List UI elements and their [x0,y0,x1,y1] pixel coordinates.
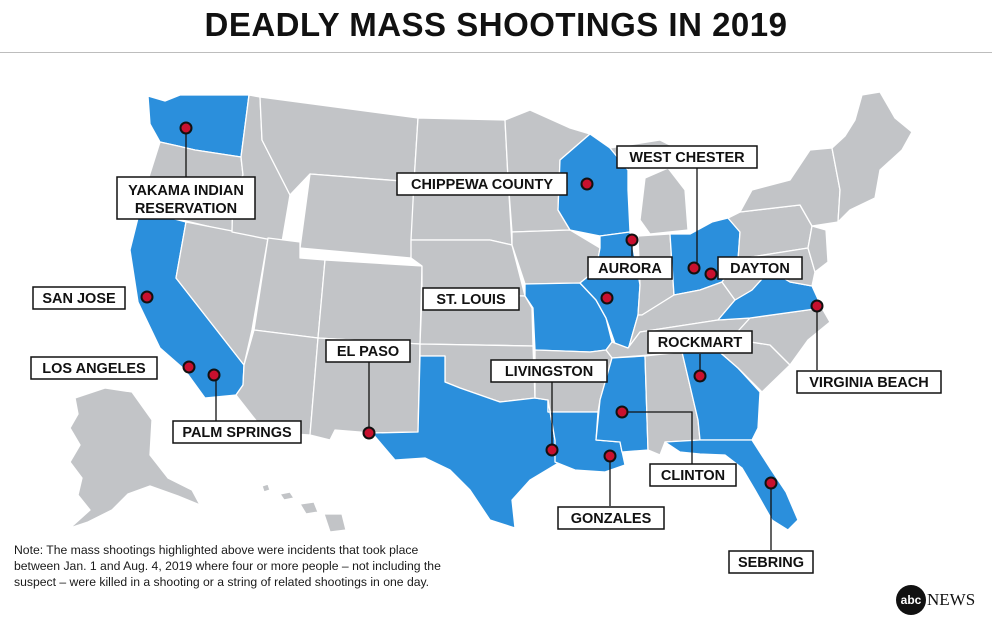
marker-chippewa-county [580,177,594,191]
marker-west-chester [687,261,701,275]
label-west-chester: WEST CHESTER [616,145,758,169]
label-virginia-beach: VIRGINIA BEACH [796,370,942,394]
abc-news-logo: abc NEWS [896,585,975,615]
marker-el-paso [362,426,376,440]
leader-line-clinton [622,411,693,464]
marker-dayton [704,267,718,281]
marker-san-jose [140,290,154,304]
label-text-dayton: DAYTON [730,261,790,277]
label-los-angeles: LOS ANGELES [30,356,158,380]
map-title: DEADLY MASS SHOOTINGS IN 2019 [204,6,788,43]
label-text-clinton: CLINTON [661,468,725,484]
state-new-england [831,91,913,223]
label-text-sebring: SEBRING [738,555,804,571]
label-clinton: CLINTON [649,463,737,487]
leader-lines [185,128,818,550]
label-text-chippewa-county: CHIPPEWA COUNTY [411,177,553,193]
label-chippewa-county: CHIPPEWA COUNTY [396,172,568,196]
abc-logo-mark: abc [896,585,926,615]
label-sebring: SEBRING [728,550,814,574]
state-wisconsin [557,133,631,237]
label-text-san-jose: SAN JOSE [42,291,116,307]
footnote: Note: The mass shootings highlighted abo… [14,543,441,589]
label-text-el-paso: EL PASO [337,344,399,360]
state-florida [664,439,799,531]
marker-st-louis [600,291,614,305]
label-livingston: LIVINGSTON [490,359,608,383]
marker-rockmart [693,369,707,383]
label-text-los-angeles: LOS ANGELES [42,361,146,377]
title-divider [0,52,992,53]
marker-sebring [764,476,778,490]
label-aurora: AURORA [587,256,673,280]
label-san-jose: SAN JOSE [32,286,126,310]
markers [140,121,824,490]
label-dayton: DAYTON [717,256,803,280]
state-texas [371,355,561,529]
state-hawaii [261,483,347,533]
label-gonzales: GONZALES [557,506,665,530]
label-st-louis: ST. LOUIS [422,287,520,311]
marker-gonzales [603,449,617,463]
marker-aurora [625,233,639,247]
marker-palm-springs [207,368,221,382]
label-text-palm-springs: PALM SPRINGS [182,425,292,441]
marker-los-angeles [182,360,196,374]
state-iowa [511,229,601,285]
label-palm-springs: PALM SPRINGS [172,420,302,444]
label-text-west-chester: WEST CHESTER [629,150,745,166]
label-boxes: YAKAMA INDIAN RESERVATION SAN JOSE LOS A… [30,145,942,574]
label-text-aurora: AURORA [598,261,662,277]
label-text-rockmart: ROCKMART [658,335,743,351]
label-text-livingston: LIVINGSTON [505,364,593,380]
marker-livingston [545,443,559,457]
label-text-virginia-beach: VIRGINIA BEACH [809,375,929,391]
label-text-yakama-1: YAKAMA INDIAN [128,183,244,199]
marker-virginia-beach [810,299,824,313]
label-text-yakama-2: RESERVATION [135,201,237,217]
marker-clinton [615,405,629,419]
marker-yakama [179,121,193,135]
label-text-st-louis: ST. LOUIS [436,292,506,308]
label-yakama: YAKAMA INDIAN RESERVATION [116,176,256,220]
state-alaska [69,387,201,529]
label-text-gonzales: GONZALES [571,511,652,527]
news-logo-text: NEWS [927,590,976,609]
label-el-paso: EL PASO [325,339,411,363]
label-rockmart: ROCKMART [647,330,753,354]
state-colorado [317,259,423,345]
state-new-jersey [807,225,829,273]
